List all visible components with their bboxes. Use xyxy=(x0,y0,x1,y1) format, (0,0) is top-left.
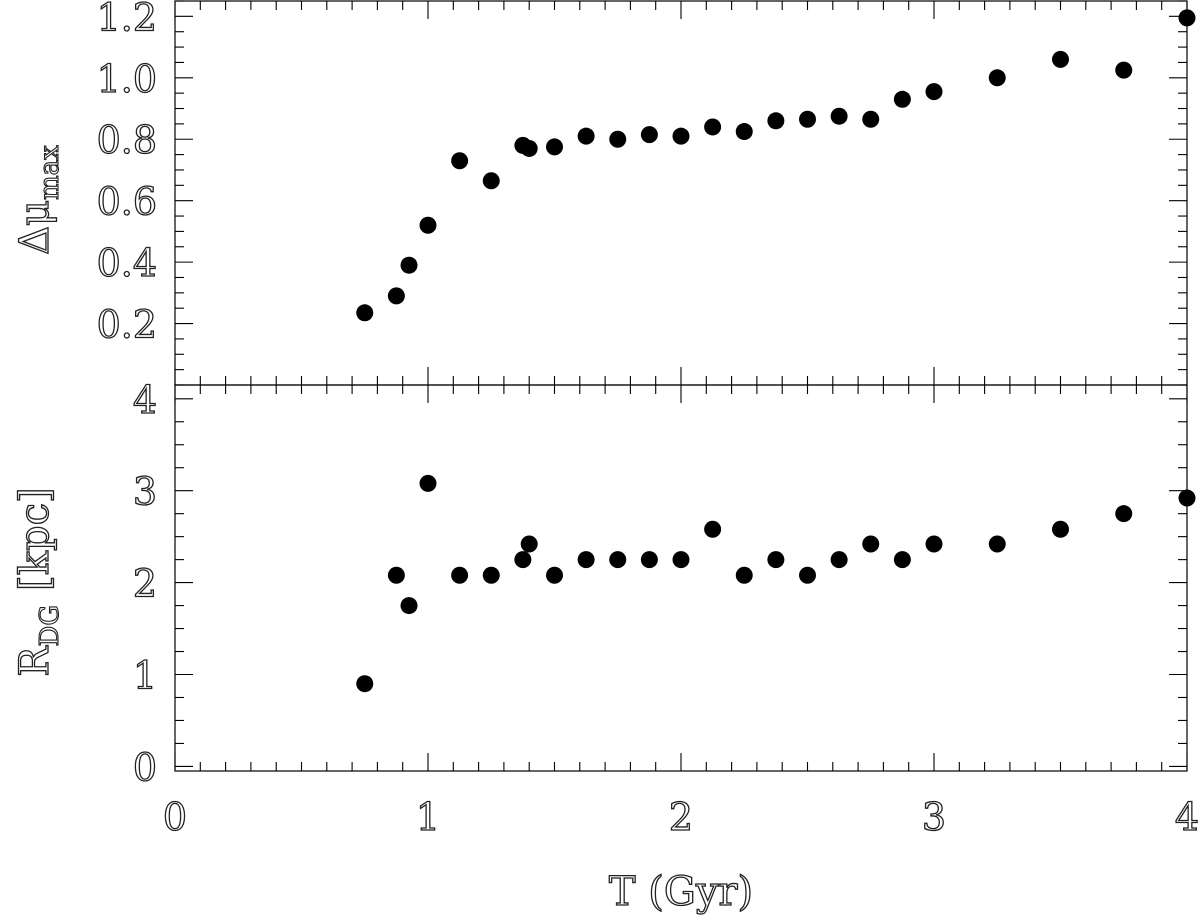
y-tick-label: 0.4 xyxy=(97,241,157,285)
data-point xyxy=(988,69,1006,87)
data-point xyxy=(830,107,848,125)
data-point xyxy=(387,566,405,584)
data-point xyxy=(419,216,437,234)
data-point xyxy=(1115,61,1133,79)
x-tick-label: 0 xyxy=(163,795,187,839)
data-point xyxy=(387,287,405,305)
data-point xyxy=(893,90,911,108)
data-point xyxy=(925,83,943,101)
x-tick-label: 3 xyxy=(922,795,946,839)
top-panel: 0.2 0.4 0.6 0.8 1.0 1.2 xyxy=(96,0,1196,386)
x-tick-label: 2 xyxy=(669,795,693,839)
plot-frame xyxy=(174,384,1188,772)
data-point xyxy=(482,172,500,190)
y-tick-label: 0.6 xyxy=(97,180,157,224)
y-tick-label: 0.2 xyxy=(97,303,157,347)
plot-frame xyxy=(174,0,1188,386)
data-point xyxy=(1052,50,1069,68)
data-point xyxy=(830,551,848,569)
data-point xyxy=(356,304,374,322)
y-tick-label: 3 xyxy=(133,470,157,514)
data-point xyxy=(672,551,690,569)
data-point xyxy=(419,474,437,492)
data-point xyxy=(672,127,690,145)
data-point xyxy=(893,551,911,569)
data-point xyxy=(767,551,785,569)
data-point xyxy=(862,110,880,128)
x-tick-label: 4 xyxy=(1175,795,1199,839)
top-ylabel: Δμmax xyxy=(12,145,65,255)
y-tick-label: 1 xyxy=(133,654,157,698)
bottom-ylabel: RDG[kpc] xyxy=(12,487,65,676)
data-point xyxy=(400,597,418,615)
data-point xyxy=(609,551,627,569)
data-point xyxy=(862,535,880,553)
data-point xyxy=(988,535,1006,553)
data-point xyxy=(799,566,816,584)
data-point xyxy=(546,566,563,584)
data-point xyxy=(482,566,500,584)
data-point xyxy=(520,139,538,157)
y-tick-label: 0 xyxy=(133,745,157,789)
data-point xyxy=(1052,520,1069,538)
data-point xyxy=(640,551,658,569)
data-point xyxy=(514,551,532,569)
y-tick-label: 2 xyxy=(133,562,157,606)
data-point xyxy=(546,138,563,156)
data-point xyxy=(799,110,816,128)
x-tick-label: 1 xyxy=(416,795,440,839)
data-point xyxy=(640,126,658,144)
data-point xyxy=(735,123,753,141)
data-point xyxy=(520,535,538,553)
y-tick-label: 4 xyxy=(133,378,157,422)
data-point xyxy=(1178,9,1196,27)
data-point xyxy=(735,566,753,584)
data-point xyxy=(1178,489,1196,507)
y-tick-label: 1.2 xyxy=(97,0,157,39)
data-point xyxy=(577,127,595,145)
bottom-panel: 0 1 2 3 4 0 1 2 3 4 xyxy=(132,377,1200,840)
data-point xyxy=(451,152,469,170)
data-point xyxy=(400,256,418,274)
y-tick-label: 1.0 xyxy=(97,57,157,101)
data-point xyxy=(704,520,722,538)
data-point xyxy=(767,112,785,130)
data-point xyxy=(704,118,722,136)
data-point xyxy=(609,130,627,148)
data-point xyxy=(577,551,595,569)
data-point xyxy=(451,566,469,584)
x-axis-label: T (Gyr) xyxy=(609,869,753,915)
data-point xyxy=(1115,505,1133,523)
y-tick-label: 0.8 xyxy=(97,118,157,162)
data-point xyxy=(925,535,943,553)
data-point xyxy=(356,675,374,693)
